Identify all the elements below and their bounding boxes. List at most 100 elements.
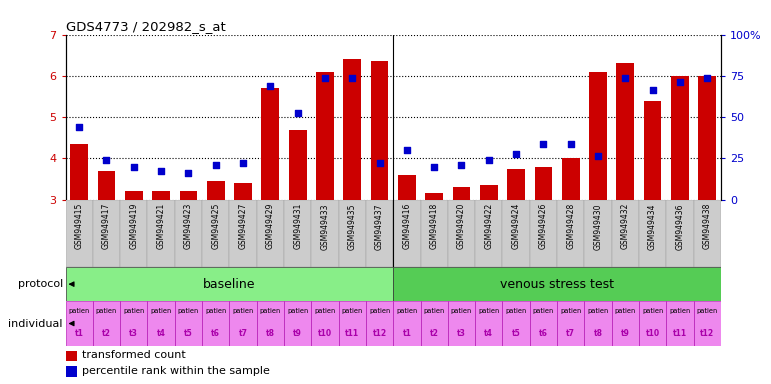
Text: GSM949426: GSM949426 — [539, 203, 548, 250]
Text: t4: t4 — [157, 329, 166, 338]
Bar — [507, 169, 525, 200]
Bar — [202, 301, 230, 346]
Point — [210, 162, 222, 168]
Bar — [557, 200, 584, 267]
Bar — [475, 301, 503, 346]
Point — [73, 124, 86, 131]
Text: t9: t9 — [621, 329, 630, 338]
Text: venous stress test: venous stress test — [500, 278, 614, 291]
Bar — [617, 63, 635, 200]
Bar — [311, 200, 338, 267]
Bar — [480, 185, 497, 200]
Text: patien: patien — [342, 308, 363, 314]
Bar — [175, 200, 202, 267]
Bar — [530, 200, 557, 267]
Bar — [393, 301, 420, 346]
Bar — [316, 72, 334, 200]
Bar — [257, 301, 284, 346]
Text: patien: patien — [150, 308, 172, 314]
Bar — [448, 301, 475, 346]
Bar — [120, 301, 147, 346]
Text: t2: t2 — [429, 329, 439, 338]
Text: GSM949418: GSM949418 — [429, 203, 439, 249]
Point — [401, 147, 413, 153]
Bar — [666, 200, 694, 267]
Text: t4: t4 — [484, 329, 493, 338]
Point — [619, 75, 631, 81]
Text: GSM949419: GSM949419 — [130, 203, 138, 250]
Point — [346, 75, 359, 81]
Text: protocol: protocol — [18, 279, 62, 289]
Bar — [589, 72, 607, 200]
Text: GSM949436: GSM949436 — [675, 203, 685, 250]
Bar — [180, 192, 197, 200]
Text: patien: patien — [697, 308, 718, 314]
Text: patien: patien — [478, 308, 500, 314]
Text: GSM949424: GSM949424 — [512, 203, 520, 250]
Text: t6: t6 — [211, 329, 221, 338]
Text: percentile rank within the sample: percentile rank within the sample — [82, 366, 270, 376]
Text: patien: patien — [205, 308, 227, 314]
Point — [564, 141, 577, 147]
Text: GSM949438: GSM949438 — [702, 203, 712, 250]
Bar — [98, 171, 116, 200]
Text: GSM949435: GSM949435 — [348, 203, 357, 250]
Bar — [289, 129, 307, 200]
Text: GSM949425: GSM949425 — [211, 203, 221, 250]
Text: t5: t5 — [184, 329, 193, 338]
Bar — [202, 200, 230, 267]
Bar — [93, 200, 120, 267]
Text: patien: patien — [178, 308, 199, 314]
Bar — [257, 200, 284, 267]
Bar — [694, 200, 721, 267]
Bar — [699, 76, 716, 200]
Text: GSM949428: GSM949428 — [566, 203, 575, 249]
Text: patien: patien — [614, 308, 636, 314]
Point — [155, 168, 167, 174]
Text: patien: patien — [423, 308, 445, 314]
Bar — [530, 301, 557, 346]
Text: GSM949434: GSM949434 — [648, 203, 657, 250]
Text: GSM949427: GSM949427 — [238, 203, 247, 250]
Text: GSM949416: GSM949416 — [402, 203, 412, 250]
Point — [646, 87, 658, 93]
Bar — [371, 61, 389, 200]
Bar — [261, 88, 279, 200]
Bar — [584, 200, 611, 267]
Text: patien: patien — [315, 308, 335, 314]
Text: t8: t8 — [594, 329, 602, 338]
Bar — [284, 200, 311, 267]
Bar — [611, 200, 639, 267]
Text: patien: patien — [533, 308, 554, 314]
Text: patien: patien — [69, 308, 89, 314]
Bar — [338, 200, 366, 267]
Text: t10: t10 — [645, 329, 660, 338]
Point — [182, 170, 194, 176]
Text: GSM949430: GSM949430 — [594, 203, 602, 250]
Text: t12: t12 — [372, 329, 386, 338]
Bar — [147, 200, 175, 267]
Bar — [234, 183, 252, 200]
Text: GSM949420: GSM949420 — [457, 203, 466, 250]
Bar — [207, 181, 224, 200]
Bar — [284, 301, 311, 346]
Bar — [420, 301, 448, 346]
Text: patien: patien — [287, 308, 308, 314]
Bar — [562, 159, 580, 200]
Bar — [70, 144, 88, 200]
Text: t1: t1 — [75, 329, 83, 338]
Text: GSM949417: GSM949417 — [102, 203, 111, 250]
Bar — [66, 366, 77, 377]
Text: t6: t6 — [539, 329, 548, 338]
Text: t2: t2 — [102, 329, 111, 338]
Text: patien: patien — [396, 308, 417, 314]
Text: GSM949431: GSM949431 — [293, 203, 302, 250]
Bar — [175, 301, 202, 346]
Bar — [666, 301, 694, 346]
Point — [592, 153, 604, 159]
Text: transformed count: transformed count — [82, 350, 186, 360]
Text: patien: patien — [669, 308, 691, 314]
Bar — [230, 301, 257, 346]
Bar — [694, 301, 721, 346]
Bar — [393, 267, 721, 301]
